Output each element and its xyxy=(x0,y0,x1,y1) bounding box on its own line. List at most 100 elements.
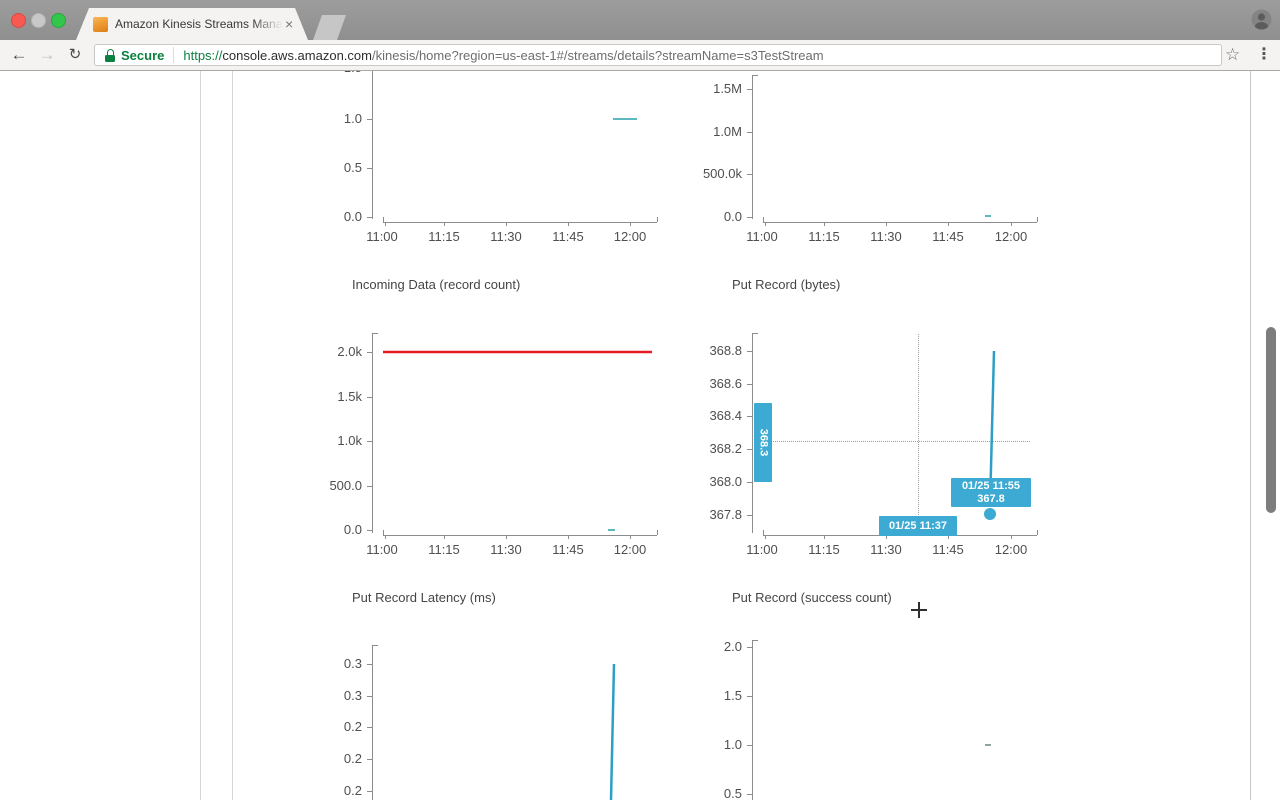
x-tick-label: 11:15 xyxy=(428,229,460,244)
browser-menu-icon[interactable]: ⋮ xyxy=(1256,46,1272,63)
aws-favicon-icon xyxy=(93,17,108,32)
address-bar[interactable]: Secure https://console.aws.amazon.com/ki… xyxy=(94,44,1222,66)
y-tick-label: 0.2 xyxy=(343,751,362,766)
hover-tooltip: 01/25 11:55 367.8 xyxy=(951,478,1031,507)
x-tick-label: 11:30 xyxy=(870,542,902,557)
y-tick-mark xyxy=(367,352,372,353)
zoom-window-button[interactable] xyxy=(51,13,66,28)
y-tick-label: 1.0 xyxy=(343,111,362,126)
tab-title: Amazon Kinesis Streams Mana xyxy=(115,17,283,31)
x-tick-label: 11:30 xyxy=(490,542,522,557)
minimize-window-button[interactable] xyxy=(31,13,46,28)
y-tick-label: 0.0 xyxy=(723,209,742,224)
x-tick-mark xyxy=(506,535,507,539)
y-tick-mark xyxy=(747,217,752,218)
x-tick-mark xyxy=(824,535,825,539)
lock-icon xyxy=(105,48,115,62)
reload-button[interactable]: ↻ xyxy=(68,46,82,63)
y-tick-mark xyxy=(747,794,752,795)
put-record-success-y-axis xyxy=(752,333,753,533)
y-tick-label: 0.0 xyxy=(343,522,362,537)
incoming-data-y-axis xyxy=(372,71,373,219)
x-tick-label: 11:45 xyxy=(932,229,964,244)
y-tick-mark xyxy=(367,530,372,531)
panel-border xyxy=(1250,71,1251,800)
browser-tab[interactable]: Amazon Kinesis Streams Mana × xyxy=(76,8,308,40)
x-tick-label: 12:00 xyxy=(613,229,647,244)
x-tick-mark xyxy=(568,535,569,539)
put-record-bytes-x-axis xyxy=(763,222,1037,223)
tab-strip: Amazon Kinesis Streams Mana × xyxy=(0,0,1280,40)
scrollbar-thumb[interactable] xyxy=(1266,327,1276,513)
y-tick-mark xyxy=(747,482,752,483)
x-tick-mark xyxy=(948,222,949,226)
y-tick-mark xyxy=(747,745,752,746)
x-tick-label: 11:15 xyxy=(808,542,840,557)
y-axis-end-tick xyxy=(372,333,378,334)
y-axis-end-tick xyxy=(752,640,758,641)
y-tick-label: 2.0k xyxy=(337,344,362,359)
x-tick-label: 11:45 xyxy=(552,229,584,244)
x-tick-mark xyxy=(765,222,766,226)
y-tick-label: 2.0 xyxy=(723,639,742,654)
y-tick-label: 1.0M xyxy=(713,124,742,139)
x-tick-label: 11:00 xyxy=(366,542,398,557)
y-tick-label: 1.5 xyxy=(300,71,362,75)
bookmark-star-icon[interactable]: ☆ xyxy=(1225,45,1241,64)
x-axis-end-tick xyxy=(763,217,764,222)
y-tick-label: 1.0 xyxy=(723,737,742,752)
hover-tooltip: 01/25 11:37 xyxy=(879,516,957,536)
new-tab-button[interactable] xyxy=(313,15,346,40)
y-tick-label: 1.5M xyxy=(713,81,742,96)
x-tick-label: 11:45 xyxy=(552,542,584,557)
data-point-dot xyxy=(984,508,996,520)
y-axis-end-tick xyxy=(752,333,758,334)
x-axis-end-tick xyxy=(1037,530,1038,535)
back-button[interactable]: ← xyxy=(10,45,28,64)
y-tick-mark xyxy=(367,759,372,760)
y-tick-mark xyxy=(367,486,372,487)
tab-close-icon[interactable]: × xyxy=(285,16,294,32)
y-tick-mark xyxy=(367,168,372,169)
tooltip-text: 01/25 11:55 xyxy=(961,479,1021,492)
bottom-left-partial-y-axis xyxy=(372,645,373,800)
x-tick-mark xyxy=(630,535,631,539)
x-axis-end-tick xyxy=(383,217,384,222)
chart-title: Put Record (success count) xyxy=(732,590,892,605)
x-tick-label: 11:15 xyxy=(808,229,840,244)
y-tick-mark xyxy=(747,132,752,133)
x-tick-label: 12:00 xyxy=(994,542,1028,557)
x-tick-label: 11:00 xyxy=(366,229,398,244)
tooltip-text: 368.3 xyxy=(757,428,770,457)
y-tick-label: 0.3 xyxy=(343,656,362,671)
x-tick-label: 11:15 xyxy=(428,542,460,557)
url-domain: console.aws.amazon.com xyxy=(222,47,372,63)
y-tick-mark xyxy=(367,727,372,728)
bottom-right-partial-y-axis xyxy=(752,640,753,800)
tooltip-text: 01/25 11:37 xyxy=(888,519,948,532)
x-tick-mark xyxy=(506,222,507,226)
y-tick-mark xyxy=(367,791,372,792)
x-tick-mark xyxy=(630,222,631,226)
close-window-button[interactable] xyxy=(11,13,26,28)
forward-button[interactable]: → xyxy=(38,45,56,64)
x-axis-end-tick xyxy=(657,530,658,535)
y-tick-label: 0.2 xyxy=(343,719,362,734)
x-tick-mark xyxy=(886,535,887,539)
y-tick-label: 1.0k xyxy=(337,433,362,448)
put-record-latency-y-axis xyxy=(372,333,373,533)
y-tick-label: 368.8 xyxy=(709,343,742,358)
profile-avatar-icon[interactable] xyxy=(1251,9,1272,30)
x-axis-end-tick xyxy=(383,530,384,535)
x-tick-label: 12:00 xyxy=(613,542,647,557)
chart-series-overlay xyxy=(383,118,996,800)
x-tick-mark xyxy=(444,535,445,539)
x-tick-mark xyxy=(1011,222,1012,226)
browser-toolbar: ← → ↻ Secure https://console.aws.amazon.… xyxy=(0,40,1280,71)
y-tick-label: 0.3 xyxy=(343,688,362,703)
chart-title: Incoming Data (record count) xyxy=(352,277,521,292)
x-axis-end-tick xyxy=(763,530,764,535)
x-tick-mark xyxy=(385,222,386,226)
chart-title: Put Record (bytes) xyxy=(732,277,841,292)
y-tick-mark xyxy=(747,174,752,175)
